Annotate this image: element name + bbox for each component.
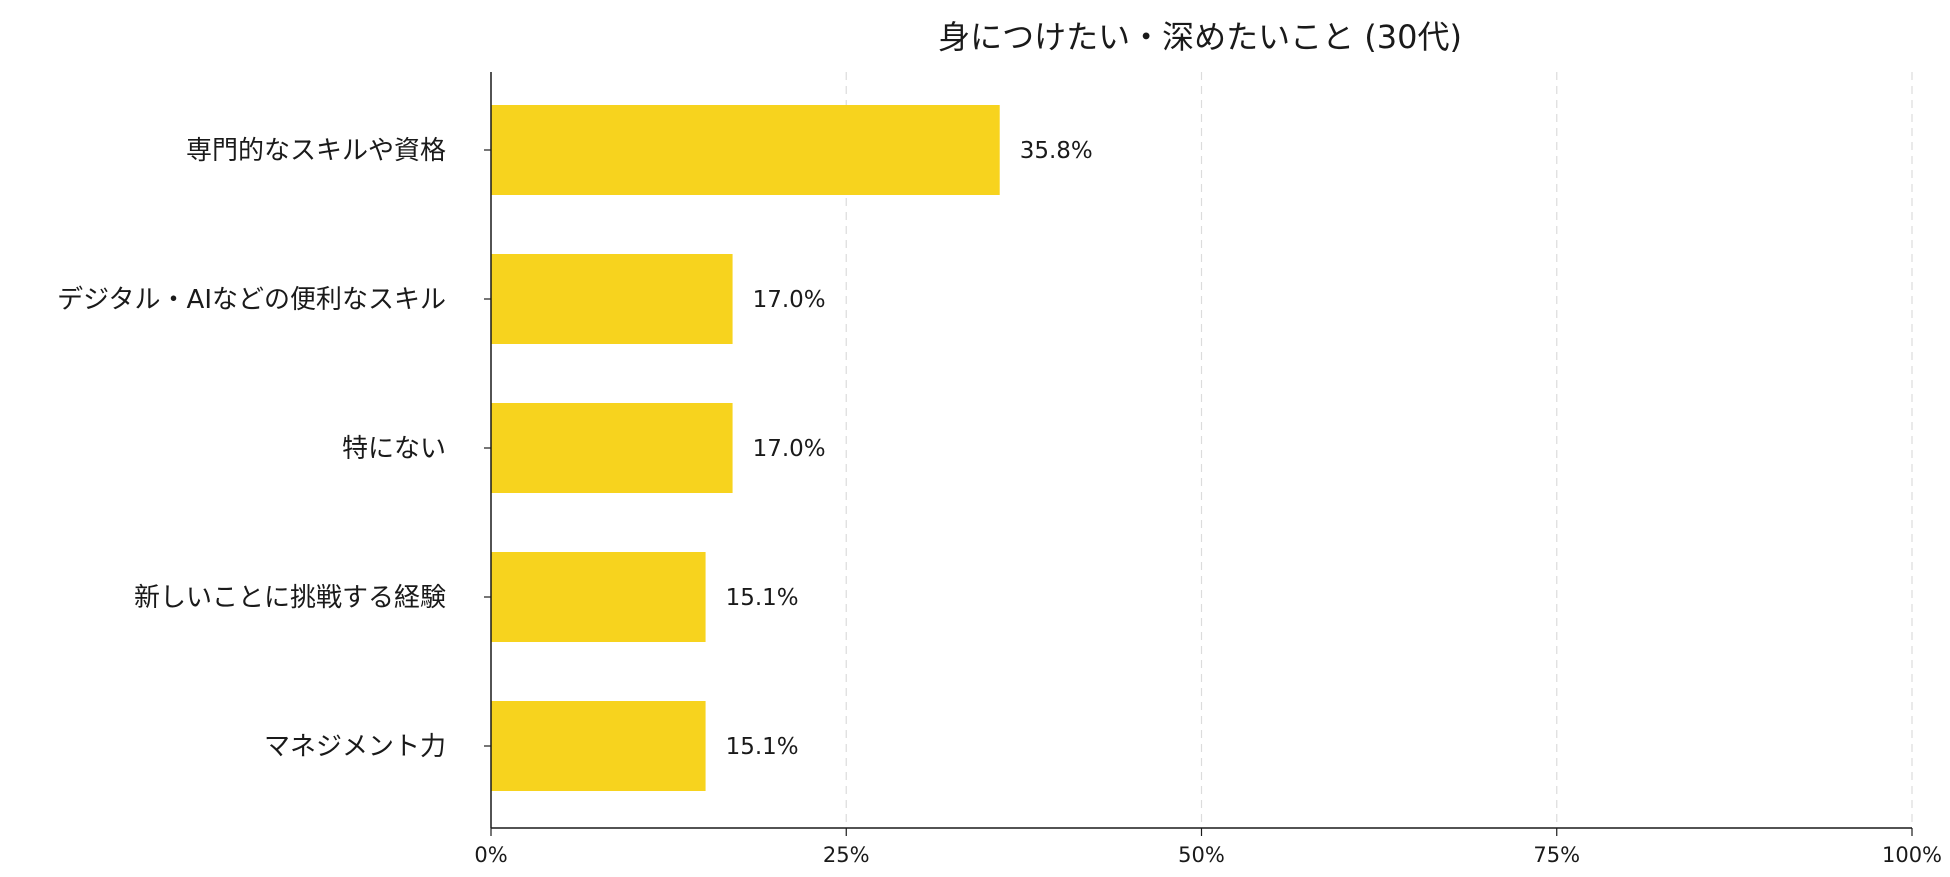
category-label-4: マネジメント力 <box>264 732 446 762</box>
category-label-2: 特にない <box>342 434 446 464</box>
value-label-0: 35.8% <box>1020 138 1093 164</box>
category-label-3: 新しいことに挑戦する経験 <box>134 583 446 613</box>
x-tick-label-4: 100% <box>1882 843 1942 867</box>
x-tick-label-3: 75% <box>1533 843 1580 867</box>
bar-4 <box>491 701 706 791</box>
x-tick-label-0: 0% <box>474 843 507 867</box>
bars <box>491 105 1000 791</box>
bar-2 <box>491 403 733 493</box>
value-label-3: 15.1% <box>726 585 799 611</box>
axes <box>484 72 1913 836</box>
grid-lines <box>845 72 1913 828</box>
category-label-0: 専門的なスキルや資格 <box>186 136 446 166</box>
value-label-1: 17.0% <box>753 287 826 313</box>
bar-1 <box>491 254 733 344</box>
x-tick-label-1: 25% <box>823 843 870 867</box>
value-label-2: 17.0% <box>753 436 826 462</box>
value-label-4: 15.1% <box>726 734 799 760</box>
chart-title: 身につけたい・深めたいこと (30代) <box>938 18 1462 56</box>
labels: 35.8% 専門的なスキルや資格 17.0% デジタル・AIなどの便利なスキル 17.0… <box>57 136 1942 867</box>
x-tick-label-2: 50% <box>1178 843 1225 867</box>
category-label-1: デジタル・AIなどの便利なスキル <box>57 285 446 315</box>
bar-3 <box>491 552 706 642</box>
bar-0 <box>491 105 1000 195</box>
